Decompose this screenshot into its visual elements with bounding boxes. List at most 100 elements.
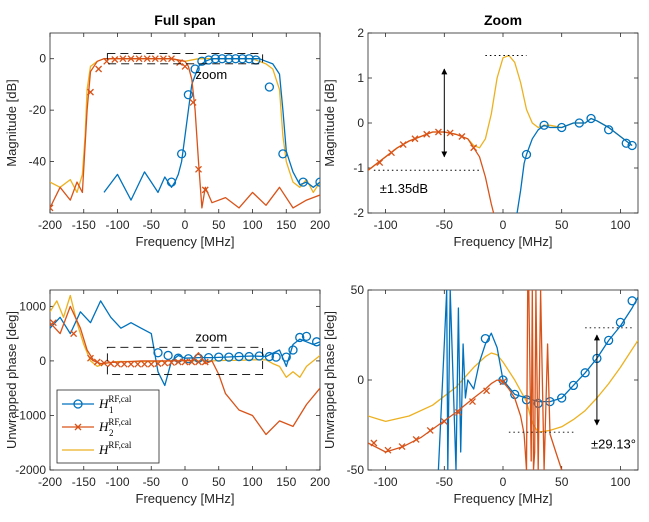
x-tick-label: -150 (72, 218, 96, 232)
marker-cross (120, 360, 128, 368)
x-tick-label: 0 (500, 218, 507, 232)
marker-cross (127, 55, 135, 63)
marker-circle (298, 177, 308, 187)
x-tick-label: -100 (105, 218, 129, 232)
marker-circle (234, 351, 244, 362)
marker-cross (398, 443, 406, 451)
marker-cross (388, 149, 395, 157)
y-tick-label: 0 (39, 52, 46, 66)
series-line-h2 (368, 290, 563, 470)
legend-label-sub: 1 (109, 405, 114, 415)
x-tick-label: -50 (143, 218, 161, 232)
x-tick-label: -100 (374, 218, 398, 232)
marker-circle (190, 64, 200, 74)
marker-cross (147, 360, 155, 368)
marker-circle (163, 350, 173, 361)
y-tick-label: 0 (39, 354, 46, 368)
marker-cross (93, 358, 101, 366)
marker-cross (189, 98, 197, 106)
marker-circle (224, 54, 234, 64)
x-tick-label: 50 (212, 475, 226, 489)
x-axis-label: Frequency [MHz] (454, 234, 553, 249)
legend-label-base: H (98, 419, 109, 434)
legend-label-base: H (98, 442, 109, 457)
marker-circle (604, 335, 614, 346)
marker-cross (483, 387, 491, 395)
marker-cross (174, 358, 182, 366)
series-line-h (50, 58, 320, 194)
marker-cross (470, 144, 478, 152)
marker-cross (384, 446, 392, 454)
marker-cross (454, 408, 462, 416)
marker-circle (586, 113, 596, 124)
marker-circle (210, 54, 221, 64)
marker-circle (539, 120, 549, 130)
marker-cross (411, 135, 419, 143)
marker-circle (224, 352, 234, 362)
panel-magnitude-zoom: -100 -50 0 50 100 -2 -1 0 1 2 Frequency [MHz] Magni… (322, 12, 639, 249)
marker-circle (214, 352, 224, 362)
y-tick-label: 1000 (19, 299, 46, 313)
marker-cross (111, 56, 119, 63)
marker-circle (278, 149, 288, 159)
marker-circle (574, 118, 584, 128)
marker-circle (203, 55, 214, 65)
marker-circle (627, 296, 637, 306)
marker-cross (143, 55, 151, 63)
marker-cross (141, 360, 148, 368)
axes-box (367, 32, 639, 214)
marker-circle (183, 90, 194, 100)
marker-circle (254, 351, 264, 361)
x-tick-label: -150 (72, 475, 96, 489)
marker-circle (295, 332, 305, 343)
marker-circle (615, 317, 626, 328)
y-axis-label: Magnitude [dB] (4, 79, 19, 166)
marker-circle (153, 348, 163, 358)
marker-circle (557, 393, 567, 403)
x-tick-label: -50 (436, 475, 454, 489)
marker-circle (271, 352, 281, 362)
legend-marker-circle (73, 399, 83, 409)
series-line-h1 (516, 117, 633, 213)
x-tick-label: -100 (374, 475, 398, 489)
marker-cross (134, 360, 142, 368)
marker-circle (217, 54, 227, 64)
series-layer (50, 294, 320, 436)
marker-cross (499, 378, 507, 386)
x-tick-label: 150 (276, 475, 296, 489)
x-axis-label: Frequency [MHz] (136, 234, 235, 249)
y-tick-label: -20 (29, 103, 47, 117)
marker-cross (135, 55, 143, 63)
marker-circle (315, 177, 320, 187)
x-tick-label: 200 (310, 218, 330, 232)
marker-cross (87, 88, 94, 96)
x-tick-label: -50 (143, 475, 161, 489)
panel-phase-full-span: -200 -150 -100 -50 0 50 100 150 200 -2000 -1000 0 10… (4, 289, 330, 506)
phase-deviation-label: ±29.13° (591, 436, 636, 451)
marker-circle (264, 82, 275, 92)
y-tick-label: -2 (353, 206, 364, 220)
legend-label-sup: RF,cal (108, 394, 132, 404)
marker-cross (440, 417, 448, 425)
marker-circle (621, 138, 631, 148)
marker-cross (168, 55, 175, 63)
marker-cross (107, 360, 115, 368)
magnitude-deviation-label: ±1.35dB (380, 181, 428, 196)
y-tick-label: -40 (29, 155, 47, 169)
x-tick-label: -100 (105, 475, 129, 489)
marker-circle (480, 333, 491, 344)
marker-circle (176, 149, 187, 159)
x-tick-label: 0 (182, 218, 189, 232)
marker-circle (580, 368, 590, 378)
marker-cross (181, 62, 189, 70)
marker-cross (201, 358, 209, 366)
chart-title: Zoom (484, 12, 522, 28)
x-tick-label: 0 (182, 475, 189, 489)
marker-circle (627, 140, 637, 151)
x-tick-label: -200 (38, 475, 62, 489)
legend-label-sup: RF,cal (108, 417, 132, 427)
marker-circle (521, 149, 532, 160)
x-tick-label: 100 (242, 218, 262, 232)
y-tick-label: 50 (351, 283, 365, 297)
